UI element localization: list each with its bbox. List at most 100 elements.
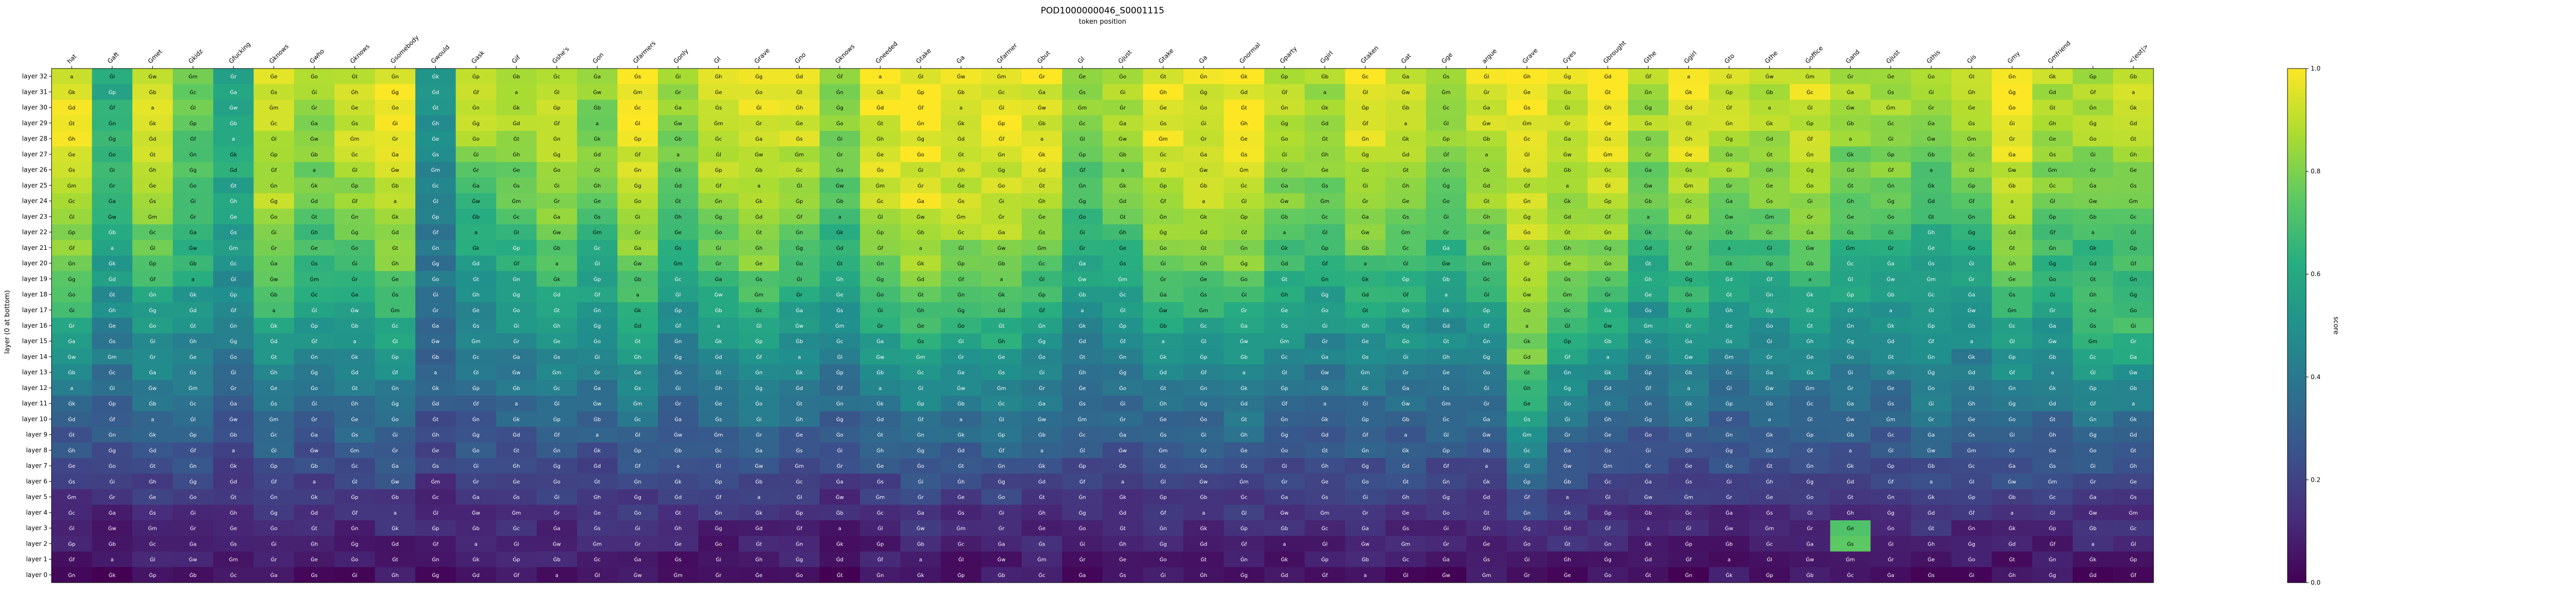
cell-label: Ġe [1281, 307, 1288, 314]
cell-label: Ġt [513, 447, 519, 454]
cell-label: Ġt [1686, 432, 1692, 438]
cell-label: Ġs [1321, 494, 1328, 501]
cell-label: Ġc [634, 105, 641, 111]
cell-label: Ġr [918, 182, 924, 189]
heatmap-cell [1426, 162, 1467, 178]
cell-label: Ġe [1806, 353, 1814, 360]
cell-label: Ġf [433, 540, 439, 547]
cell-label: Ġm [1401, 540, 1411, 547]
cell-label: Ġs [270, 400, 277, 407]
cell-label: Ġd [311, 198, 318, 205]
cell-label: Ġa [1806, 540, 1814, 547]
cell-label: Ġh [1402, 494, 1409, 501]
cell-label: Ġf [1362, 432, 1368, 438]
heatmap-cell [375, 177, 416, 194]
heatmap-cell [536, 146, 578, 162]
cell-label: Ġd [1846, 478, 1854, 485]
cell-label: Ġe [1119, 556, 1126, 563]
cell-label: Ġp [553, 105, 561, 111]
cell-label: Ġl [675, 292, 681, 298]
x-tick-label: Gjust [1885, 48, 1901, 65]
cell-label: Ġe [2049, 447, 2056, 454]
cell-label: Ġs [1120, 260, 1126, 267]
cell-label: Ġs [634, 385, 641, 392]
cell-label: Ġs [109, 338, 115, 345]
cell-label: Ġi [1363, 182, 1368, 189]
cell-label: Ġh [1766, 478, 1773, 485]
cell-label: Ġa [1645, 167, 1652, 174]
cell-label: Ġo [1806, 494, 1814, 501]
cell-label: Ġn [1079, 494, 1086, 501]
cell-label: Ġn [1725, 120, 1733, 127]
heatmap-cell [375, 193, 416, 209]
cell-label: Ġn [1200, 385, 1207, 392]
x-tick-label: Gwho [308, 47, 326, 65]
cell-label: Ġs [1847, 540, 1854, 547]
cell-label: Ġd [149, 447, 156, 454]
cell-label: Ġh [1321, 463, 1328, 469]
heatmap-cell [941, 130, 982, 147]
cell-label: Ġs [1523, 105, 1530, 111]
heatmap-cell [415, 193, 456, 209]
cell-label: Ġh [149, 478, 156, 485]
cell-label: Ġt [1281, 276, 1287, 282]
cell-label: Ġg [634, 182, 641, 189]
y-tick-label: layer 11 [22, 400, 47, 407]
heatmap-cell [253, 193, 295, 209]
heatmap-cell [1708, 115, 1750, 131]
cell-label: Ġb [1079, 292, 1086, 298]
cell-label: Ġo [755, 400, 762, 407]
cell-label: Ġf [150, 276, 156, 282]
cell-label: Ġi [1807, 198, 1813, 205]
heatmap-cell [1547, 115, 1588, 131]
cell-label: Ġe [149, 494, 156, 501]
heatmap-cell [1789, 84, 1831, 100]
cell-label: Ġa [392, 463, 399, 469]
cell-label: Ġk [1685, 400, 1692, 407]
cell-label: Ġr [1322, 338, 1329, 345]
cell-label: Ġi [1444, 525, 1449, 532]
cell-label: Ġf [1079, 478, 1086, 485]
heatmap-cell [1022, 84, 1062, 100]
heatmap-cell [860, 162, 901, 178]
cell-label: Ġp [513, 245, 520, 251]
cell-label: Ġr [2090, 478, 2096, 485]
heatmap-cell [819, 146, 860, 162]
cell-label: Ġd [715, 353, 722, 360]
cell-label: Ġc [2130, 213, 2137, 220]
cell-label: Ġm [1078, 416, 1087, 422]
cell-label: Ġa [149, 369, 156, 376]
heatmap-cell [1466, 130, 1507, 147]
cell-label: Ġa [1281, 494, 1288, 501]
y-axis-label: layer (0 at bottom) [4, 290, 11, 354]
heatmap-cell [617, 84, 658, 100]
cell-label: Ġp [2049, 525, 2056, 532]
cell-label: Ġt [837, 260, 843, 267]
cell-label: Ġk [877, 89, 884, 95]
cell-label: Ġw [1927, 135, 1935, 142]
cell-label: Ġs [1847, 229, 1854, 236]
cell-label: a [757, 183, 760, 189]
cell-label: Ġh [1604, 416, 1612, 422]
cell-label: Ġl [1605, 182, 1611, 189]
cell-label: Ġw [1766, 385, 1774, 392]
cell-label: Ġc [1321, 525, 1328, 532]
heatmap-cell [1789, 99, 1831, 116]
cell-label: Ġn [1645, 89, 1652, 95]
cell-label: Ġw [1887, 276, 1895, 282]
cell-label: Ġk [230, 151, 237, 158]
cell-label: Ġl [1322, 229, 1328, 236]
heatmap-cell [415, 69, 456, 84]
heatmap-cell [698, 130, 739, 147]
cell-label: Ġp [998, 120, 1005, 127]
cell-label: Ġp [109, 400, 116, 407]
cell-label: Ġf [1201, 369, 1207, 376]
cell-label: Ġl [1403, 572, 1409, 579]
heatmap-cell [253, 162, 295, 178]
cell-label: Ġo [634, 198, 641, 205]
cell-label: Ġc [553, 73, 560, 80]
cell-label: Ġc [190, 400, 196, 407]
heatmap-cell [1830, 84, 1871, 100]
cell-label: Ġh [795, 416, 803, 422]
cell-label: Ġp [2089, 385, 2096, 392]
